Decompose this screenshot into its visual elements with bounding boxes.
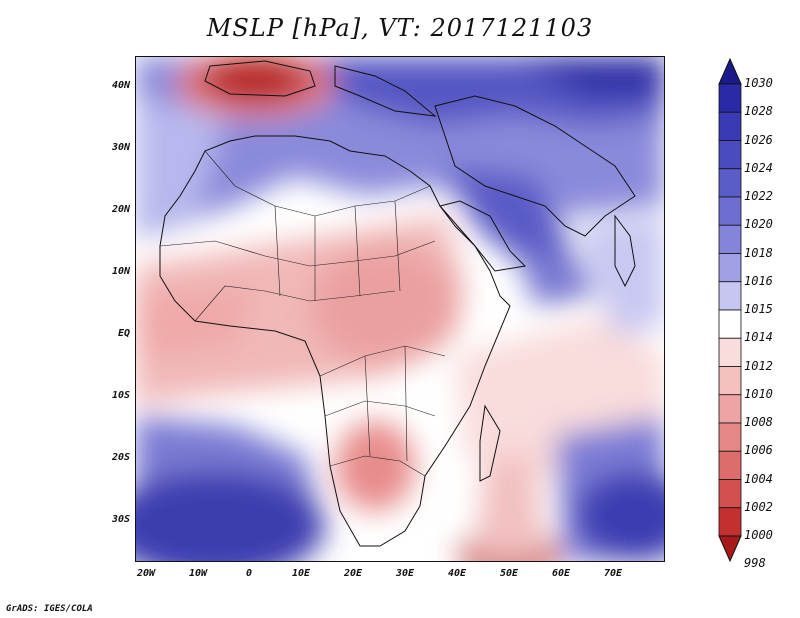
lon-label: 40E [447,568,467,579]
lon-label: 30E [395,568,415,579]
colorbar-box [718,337,742,367]
colorbar-level: 1028 [744,104,773,119]
colorbar-level: 998 [744,556,766,571]
colorbar-level: 1024 [744,160,773,175]
lat-label: 10S [111,390,130,401]
colorbar-box [718,366,742,396]
lon-label: 20W [136,568,156,579]
colorbar-level: 1008 [744,415,773,429]
colorbar-box [718,309,742,339]
lon-label: 0 [245,568,253,579]
colorbar-level: 1012 [744,358,773,373]
colorbar-level: 1000 [744,528,773,542]
colorbar-box [718,394,742,424]
colorbar-level: 1010 [744,386,773,401]
colorbar-level: 1026 [744,132,773,147]
country-borders [159,150,446,477]
colorbar-level: 1004 [744,471,773,486]
colorbar [718,58,742,562]
colorbar-box [718,479,742,509]
pressure-map [135,56,665,562]
colorbar-level: 1016 [744,273,773,288]
map-border [135,56,665,562]
lat-label: 20S [111,452,130,463]
colorbar-level: 1020 [744,217,773,232]
lon-label: 60E [551,568,571,579]
triangle-down-icon [718,535,742,562]
pressure-field [135,56,665,562]
colorbar-box [718,140,742,170]
lat-label: 10N [111,266,130,277]
colorbar-level: 1018 [744,245,773,260]
colorbar-box [718,281,742,311]
lon-label: 50E [499,568,519,579]
lat-label: 20N [111,204,130,215]
colorbar-box [718,83,742,113]
triangle-up-icon [718,58,742,85]
colorbar-box [718,111,742,141]
credit-text: GrADS: IGES/COLA [6,604,93,614]
lon-label: 20E [343,568,363,579]
colorbar-level: 1014 [744,330,773,345]
lon-label: 70E [603,568,623,579]
colorbar-box [718,422,742,452]
lat-label: 30S [111,514,130,525]
lat-label: EQ [117,328,130,339]
lon-label: 10E [291,568,311,579]
lon-label: 10W [188,568,208,579]
colorbar-level: 1015 [744,302,773,316]
colorbar-box [718,253,742,283]
chart-title: MSLP [hPa], VT: 2017121103 [206,14,594,42]
colorbar-level: 1006 [744,443,773,458]
colorbar-box [718,196,742,226]
coastlines [159,60,636,547]
colorbar-level: 1030 [744,76,773,90]
colorbar-box [718,450,742,480]
lat-label: 30N [111,142,130,153]
colorbar-box [718,507,742,537]
colorbar-level: 1022 [744,189,773,203]
colorbar-level: 1002 [744,499,773,514]
colorbar-box [718,224,742,254]
colorbar-box [718,168,742,198]
lat-label: 40N [111,80,130,91]
